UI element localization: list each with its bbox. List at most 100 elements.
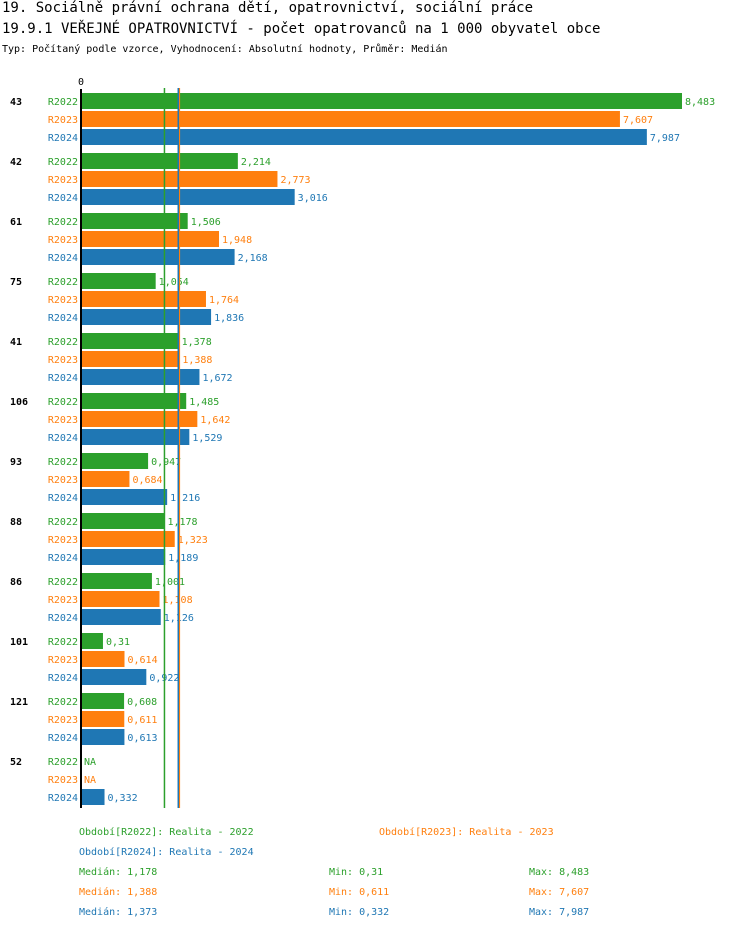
bar <box>81 249 235 265</box>
data-label: 2,214 <box>241 157 271 168</box>
data-label: 1,948 <box>222 235 252 246</box>
stat-median-r2024: Medián: 1,373 <box>79 907 158 918</box>
data-label: 1,378 <box>182 337 212 348</box>
bar <box>81 213 188 229</box>
category-label: 121 <box>10 697 28 708</box>
series-label: R2023 <box>48 775 78 786</box>
bar <box>81 231 220 247</box>
bar-chart: 0 43 R2022 8,483 R2023 7,607 R2024 7,987 42 R2022… <box>10 77 715 808</box>
stat-min-r2024: Min: 0,332 <box>329 907 390 918</box>
data-label: 8,483 <box>685 97 715 108</box>
series-label: R2022 <box>48 397 78 408</box>
series-label: R2024 <box>48 373 78 384</box>
bar <box>81 393 187 409</box>
category-label: 41 <box>10 337 22 348</box>
data-label: 0,332 <box>108 793 138 804</box>
bar <box>81 153 238 169</box>
chart-title: 19. Sociálně právní ochrana dětí, opatro… <box>2 0 534 16</box>
series-label: R2024 <box>48 553 78 564</box>
data-label: 2,168 <box>238 253 268 264</box>
data-label: 1,529 <box>192 433 222 444</box>
series-label: R2023 <box>48 655 78 666</box>
data-label: 1,388 <box>182 355 212 366</box>
data-label: 1,672 <box>202 373 232 384</box>
data-label: 7,607 <box>623 115 653 126</box>
bar <box>81 93 682 109</box>
chart-info: Typ: Počítaný podle vzorce, Vyhodnocení:… <box>2 44 448 55</box>
series-label: R2022 <box>48 157 78 168</box>
data-label: 0,611 <box>127 715 157 726</box>
series-label: R2022 <box>48 577 78 588</box>
data-label: 2,773 <box>280 175 310 186</box>
series-label: R2022 <box>48 337 78 348</box>
bar <box>81 609 161 625</box>
data-label: 0,613 <box>127 733 157 744</box>
series-label: R2023 <box>48 475 78 486</box>
category-label: 75 <box>10 277 22 288</box>
series-label: R2024 <box>48 733 78 744</box>
bar <box>81 369 200 385</box>
series-label: R2024 <box>48 493 78 504</box>
series-label: R2024 <box>48 673 78 684</box>
series-label: R2024 <box>48 793 78 804</box>
data-label: 1,189 <box>168 553 198 564</box>
series-label: R2023 <box>48 415 78 426</box>
bar <box>81 729 125 745</box>
series-label: R2023 <box>48 175 78 186</box>
chart-subtitle: 19.9.1 VEŘEJNÉ OPATROVNICTVÍ - počet opa… <box>2 21 601 37</box>
bar <box>81 129 647 145</box>
data-label: 1,836 <box>214 313 244 324</box>
category-label: 43 <box>10 97 22 108</box>
bar <box>81 789 105 805</box>
category-label: 86 <box>10 577 22 588</box>
series-label: R2023 <box>48 715 78 726</box>
bar <box>81 573 152 589</box>
data-label: 0,608 <box>127 697 157 708</box>
data-label: 0,684 <box>132 475 162 486</box>
series-label: R2023 <box>48 595 78 606</box>
stat-min-r2023: Min: 0,611 <box>329 887 390 898</box>
data-label: 1,054 <box>159 277 189 288</box>
bar <box>81 693 125 709</box>
bar <box>81 711 125 727</box>
series-label: R2024 <box>48 193 78 204</box>
data-label: 0,31 <box>106 637 130 648</box>
bar <box>81 549 166 565</box>
legend-period-r2023: Období[R2023]: Realita - 2023 <box>379 827 554 838</box>
data-label: 1,764 <box>209 295 239 306</box>
series-label: R2023 <box>48 295 78 306</box>
bar <box>81 471 130 487</box>
legend-period-r2022: Období[R2022]: Realita - 2022 <box>79 827 254 838</box>
bar <box>81 429 190 445</box>
bar <box>81 291 206 307</box>
bar <box>81 333 179 349</box>
series-label: R2022 <box>48 97 78 108</box>
data-label: 1,178 <box>167 517 197 528</box>
series-label: R2023 <box>48 535 78 546</box>
bar <box>81 651 125 667</box>
category-label: 88 <box>10 517 22 528</box>
series-label: R2022 <box>48 697 78 708</box>
series-label: R2022 <box>48 757 78 768</box>
bar <box>81 633 103 649</box>
category-label: 106 <box>10 397 28 408</box>
series-label: R2024 <box>48 613 78 624</box>
stat-max-r2023: Max: 7,607 <box>529 887 590 898</box>
category-label: 101 <box>10 637 28 648</box>
data-label: NA <box>84 775 96 786</box>
category-label: 61 <box>10 217 22 228</box>
legend-period-r2024: Období[R2024]: Realita - 2024 <box>79 847 254 858</box>
series-label: R2023 <box>48 115 78 126</box>
series-label: R2023 <box>48 355 78 366</box>
data-label: 0,614 <box>128 655 158 666</box>
stat-min-r2022: Min: 0,31 <box>329 867 384 878</box>
bar <box>81 513 165 529</box>
series-label: R2022 <box>48 277 78 288</box>
series-label: R2022 <box>48 217 78 228</box>
bar <box>81 189 295 205</box>
data-label: 1,001 <box>155 577 185 588</box>
series-label: R2024 <box>48 313 78 324</box>
bar <box>81 591 160 607</box>
category-label: 52 <box>10 757 22 768</box>
stat-max-r2024: Max: 7,987 <box>529 907 590 918</box>
